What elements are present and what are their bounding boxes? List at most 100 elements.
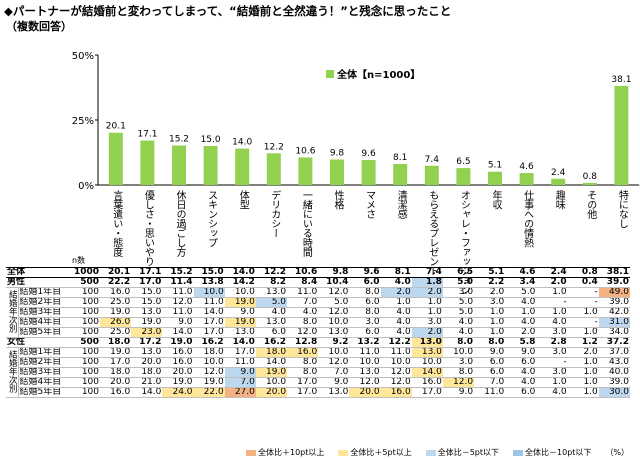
- table-cell: 27.0: [224, 387, 256, 398]
- table-cell: 1.0: [567, 387, 599, 398]
- table-cell: 2.0: [380, 287, 412, 298]
- table-cell: 11.0: [162, 287, 194, 298]
- unit-label: （%）: [605, 448, 630, 457]
- table-cell: 12.0: [380, 377, 412, 388]
- bar-value-label: 2.4: [551, 168, 566, 178]
- table-cell: 13.2: [349, 337, 381, 348]
- table-cell: 13.0: [224, 327, 256, 338]
- table-cell: 9.8: [318, 267, 350, 278]
- table-cell: 14.0: [224, 267, 256, 278]
- row-n: 100: [70, 357, 101, 368]
- table-cell: 10.0: [255, 377, 288, 388]
- table-cell: 49.0: [598, 287, 630, 298]
- row-label: 結婚2年目: [18, 357, 71, 368]
- table-cell: 17.0: [287, 377, 319, 388]
- table-cell: 14.0: [131, 387, 163, 398]
- bar-value-label: 10.6: [295, 146, 315, 156]
- table-cell: 7.4: [411, 267, 443, 278]
- table-cell: 9.0: [318, 377, 350, 388]
- table-cell: 1.2: [567, 337, 599, 348]
- table-cell: 18.0: [100, 337, 132, 348]
- table-cell: 5.0: [255, 297, 288, 308]
- table-cell: 2.0: [567, 347, 599, 358]
- table-cell: 0.4: [567, 277, 599, 288]
- table-cell: 14.0: [411, 367, 443, 378]
- table-cell: 18.0: [193, 347, 225, 358]
- table-cell: 1.8: [411, 277, 443, 288]
- category-label: 体型: [237, 190, 249, 209]
- table-row: 結婚年次別 結婚1年目 100 19.0 13.0 16.0 18.0 17.0 18.0 16.…: [6, 347, 630, 398]
- row-n: 500: [70, 337, 101, 348]
- table-cell: 1.0: [411, 297, 443, 308]
- highlight-swatch: [246, 449, 256, 456]
- bar-value-label: 14.0: [232, 138, 252, 148]
- table-cell: 9.0: [505, 347, 537, 358]
- table-cell: 8.0: [287, 317, 319, 328]
- table-cell: 9.0: [224, 307, 256, 318]
- table-cell: 3.0: [474, 297, 506, 308]
- table-cell: 3.0: [442, 287, 475, 298]
- bar-value-label: 17.1: [137, 130, 157, 140]
- table-row: 結婚4年目 100 20.0 21.0 19.0 19.0 7.0 10.0 17.0 9.0 12…: [6, 377, 630, 388]
- table-cell: 11.0: [287, 287, 319, 298]
- table-cell: 12.2: [380, 337, 412, 348]
- table-cell: 8.0: [349, 287, 381, 298]
- table-cell: 7.0: [224, 377, 256, 388]
- table-cell: 3.0: [349, 317, 381, 328]
- row-label: 結婚4年目: [18, 377, 71, 388]
- category-label: 仕事への情熱: [521, 190, 533, 247]
- table-cell: 11.0: [380, 347, 412, 358]
- row-label: 結婚3年目: [18, 307, 71, 318]
- table-cell: 10.6: [287, 267, 319, 278]
- table-cell: 1.0: [536, 307, 568, 318]
- table-cell: 6.0: [255, 327, 288, 338]
- table-cell: 22.0: [193, 387, 225, 398]
- row-label: 結婚4年目: [18, 317, 71, 328]
- table-row-total: 全体 1000 20.1 17.1 15.2 15.0 14.0 12.2 10.6 9.8 9.6…: [6, 267, 630, 278]
- bar: [361, 160, 376, 185]
- table-cell: 9.2: [318, 337, 350, 348]
- table-cell: 23.0: [131, 327, 163, 338]
- table-row: 結婚3年目 100 19.0 13.0 11.0 14.0 9.0 4.0 4.0 12.0 8.0…: [6, 307, 630, 318]
- row-label: 結婚3年目: [18, 367, 71, 378]
- table-cell: 2.8: [536, 337, 568, 348]
- row-n: 100: [70, 377, 101, 388]
- bar: [108, 132, 123, 185]
- row-n: 1000: [70, 267, 101, 278]
- category-label: デリカシー: [268, 190, 280, 238]
- table-cell: 17.2: [131, 337, 163, 348]
- table-cell: 4.0: [255, 307, 288, 318]
- table-cell: 2.0: [411, 327, 443, 338]
- table-cell: 2.0: [411, 287, 443, 298]
- table-cell: 4.0: [380, 277, 412, 288]
- bar-value-label: 15.0: [201, 135, 221, 145]
- highlight-legend-item: 全体比＋5pt以上: [338, 447, 412, 458]
- table-cell: 4.0: [442, 317, 475, 328]
- table-cell: 20.1: [100, 267, 132, 278]
- table-cell: 7.0: [287, 297, 319, 308]
- table-cell: 10.0: [193, 287, 225, 298]
- bar: [172, 145, 186, 185]
- table-cell: 16.0: [287, 347, 319, 358]
- highlight-swatch: [425, 449, 436, 456]
- table-cell: 11.0: [162, 307, 194, 318]
- table-cell: 20.0: [131, 357, 163, 368]
- table-cell: 5.0: [318, 297, 350, 308]
- category-label: その他: [584, 190, 596, 219]
- group-label-text: 結婚年次別: [7, 289, 18, 333]
- bar: [140, 140, 155, 185]
- table-cell: 16.2: [193, 337, 225, 348]
- table-cell: 3.0: [536, 327, 568, 338]
- table-cell: 3.4: [505, 277, 537, 288]
- table-cell: 6.0: [505, 387, 537, 398]
- row-n: 100: [70, 327, 101, 338]
- table-cell: 16.0: [100, 387, 132, 398]
- table-cell: 12.2: [255, 267, 288, 278]
- row-n: 500: [70, 277, 101, 288]
- table-cell: 4.0: [505, 317, 537, 328]
- table-cell: 2.2: [474, 277, 506, 288]
- table-cell: 5.0: [442, 307, 475, 318]
- table-cell: -: [567, 297, 599, 308]
- table-cell: 24.0: [162, 387, 194, 398]
- table-cell: 13.0: [349, 367, 381, 378]
